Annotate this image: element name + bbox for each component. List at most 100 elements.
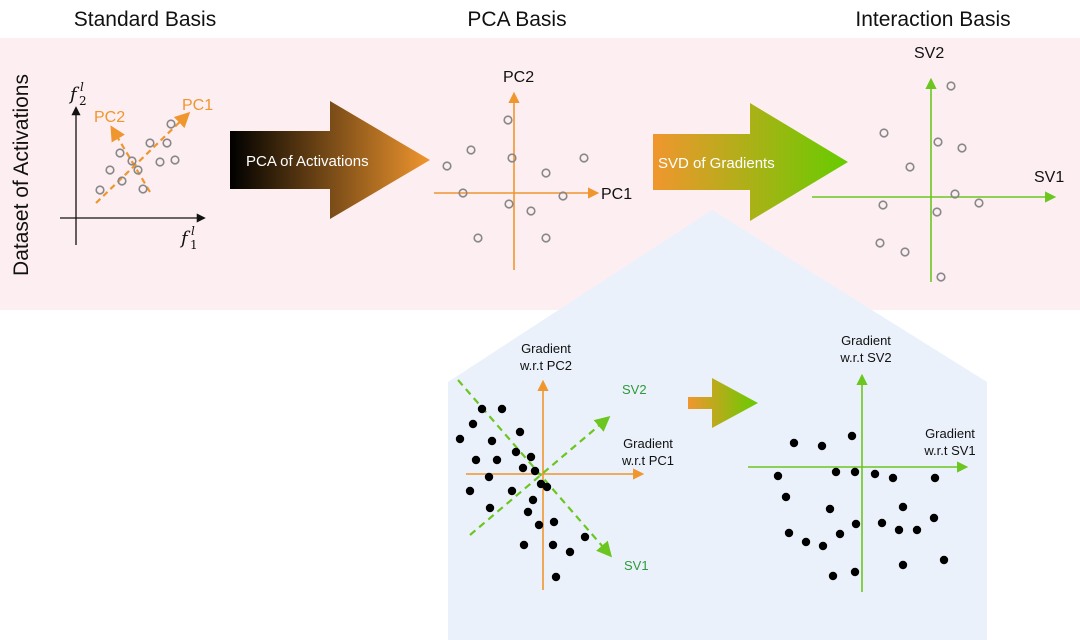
svg-text:1: 1 [190, 238, 198, 252]
data-point [155, 157, 165, 167]
gradient-sv1-label-line1: Gradient [925, 426, 975, 441]
data-point [558, 191, 568, 201]
gradient-sv-plot: Gradient w.r.t SV2 Gradient w.r.t SV1 [748, 333, 976, 592]
gradient-point [835, 529, 845, 539]
gradient-point [548, 540, 558, 550]
data-point [933, 137, 943, 147]
data-point [950, 189, 960, 199]
gradient-point [485, 503, 495, 513]
data-point [105, 165, 115, 175]
gradient-point [511, 447, 521, 457]
gradient-point [929, 513, 939, 523]
gradient-point [817, 441, 827, 451]
svd-of-gradients-arrow: SVD of Gradients [653, 103, 848, 221]
gradient-sv2-label-line2: w.r.t SV2 [839, 350, 891, 365]
rotation-arrow [688, 378, 758, 428]
data-point [541, 233, 551, 243]
standard-pc1-axis [95, 111, 191, 204]
data-point [133, 165, 143, 175]
gradient-point [565, 547, 575, 557]
data-point [127, 156, 137, 166]
interaction-sv2-label: SV2 [914, 45, 944, 62]
gradient-point [818, 541, 828, 551]
gradient-point [549, 517, 559, 527]
data-point [170, 155, 180, 165]
pca-pc1-label: PC1 [601, 186, 632, 203]
data-point [957, 143, 967, 153]
gradient-point [518, 463, 528, 473]
gradient-point [526, 452, 536, 462]
standard-pc2-label: PC2 [94, 109, 125, 126]
gradient-pc2-label-line2: w.r.t PC2 [519, 358, 572, 373]
gradient-point [497, 404, 507, 414]
gradient-point [534, 520, 544, 530]
gradient-point [530, 466, 540, 476]
svg-text:l: l [191, 224, 195, 238]
standard-pc1-label: PC1 [182, 97, 213, 114]
data-point [879, 128, 889, 138]
gradient-point [789, 438, 799, 448]
svg-text:l: l [80, 80, 84, 94]
data-point [504, 199, 514, 209]
standard-pc2-axis [110, 125, 151, 193]
data-point [932, 207, 942, 217]
gradient-point [484, 472, 494, 482]
title-pca-basis: PCA Basis [467, 8, 566, 31]
data-point [905, 162, 915, 172]
data-point [974, 198, 984, 208]
gradient-pc1-label-line2: w.r.t PC1 [621, 453, 674, 468]
gradient-point [912, 525, 922, 535]
gradient-point [468, 419, 478, 429]
gradient-point [551, 572, 561, 582]
arrow1-label: PCA of Activations [246, 153, 369, 170]
data-point [507, 153, 517, 163]
gradient-point [870, 469, 880, 479]
gradient-point [781, 492, 791, 502]
gradient-point [847, 431, 857, 441]
gradient-point [523, 507, 533, 517]
gradient-pca-plot: Gradient w.r.t PC2 Gradient w.r.t PC1 SV… [455, 341, 674, 590]
title-standard-basis: Standard Basis [74, 8, 216, 31]
data-point [166, 119, 176, 129]
gradient-point [465, 486, 475, 496]
gradient-point [773, 471, 783, 481]
pca-basis-plot: PC1 PC2 [434, 69, 632, 270]
gradient-point [471, 455, 481, 465]
gradient-point [850, 467, 860, 477]
interaction-sv1-label: SV1 [1034, 169, 1064, 186]
gradient-point [894, 525, 904, 535]
gradient-point [542, 482, 552, 492]
gradient-point [888, 473, 898, 483]
gradient-pc1-label-line1: Gradient [623, 436, 673, 451]
side-label: Dataset of Activations [10, 74, 33, 276]
gradient-pc2-label-line1: Gradient [521, 341, 571, 356]
gradient-point [492, 455, 502, 465]
arrow2-label: SVD of Gradients [658, 155, 775, 172]
data-point [95, 185, 105, 195]
data-point [115, 148, 125, 158]
gradient-point [898, 560, 908, 570]
gradient-sv2-label-line1: Gradient [841, 333, 891, 348]
data-point [526, 206, 536, 216]
data-point [458, 188, 468, 198]
svg-text:2: 2 [79, 94, 87, 108]
gradient-point [877, 518, 887, 528]
gradient-sv1-label: SV1 [624, 558, 649, 573]
gradient-point [784, 528, 794, 538]
interaction-basis-plot: SV1 SV2 [812, 45, 1064, 282]
pca-pc2-label: PC2 [503, 69, 534, 86]
gradient-sv2-axis [469, 416, 611, 536]
standard-basis-plot: PC1 PC2 f 1 l f 2 l [60, 80, 213, 252]
gradient-point [825, 504, 835, 514]
data-point [878, 200, 888, 210]
pca-of-activations-arrow: PCA of Activations [230, 101, 430, 219]
gradient-point [801, 537, 811, 547]
gradient-point [477, 404, 487, 414]
gradient-point [487, 436, 497, 446]
gradient-point [851, 519, 861, 529]
data-point [117, 176, 127, 186]
data-point [946, 81, 956, 91]
data-point [138, 184, 148, 194]
data-point [875, 238, 885, 248]
